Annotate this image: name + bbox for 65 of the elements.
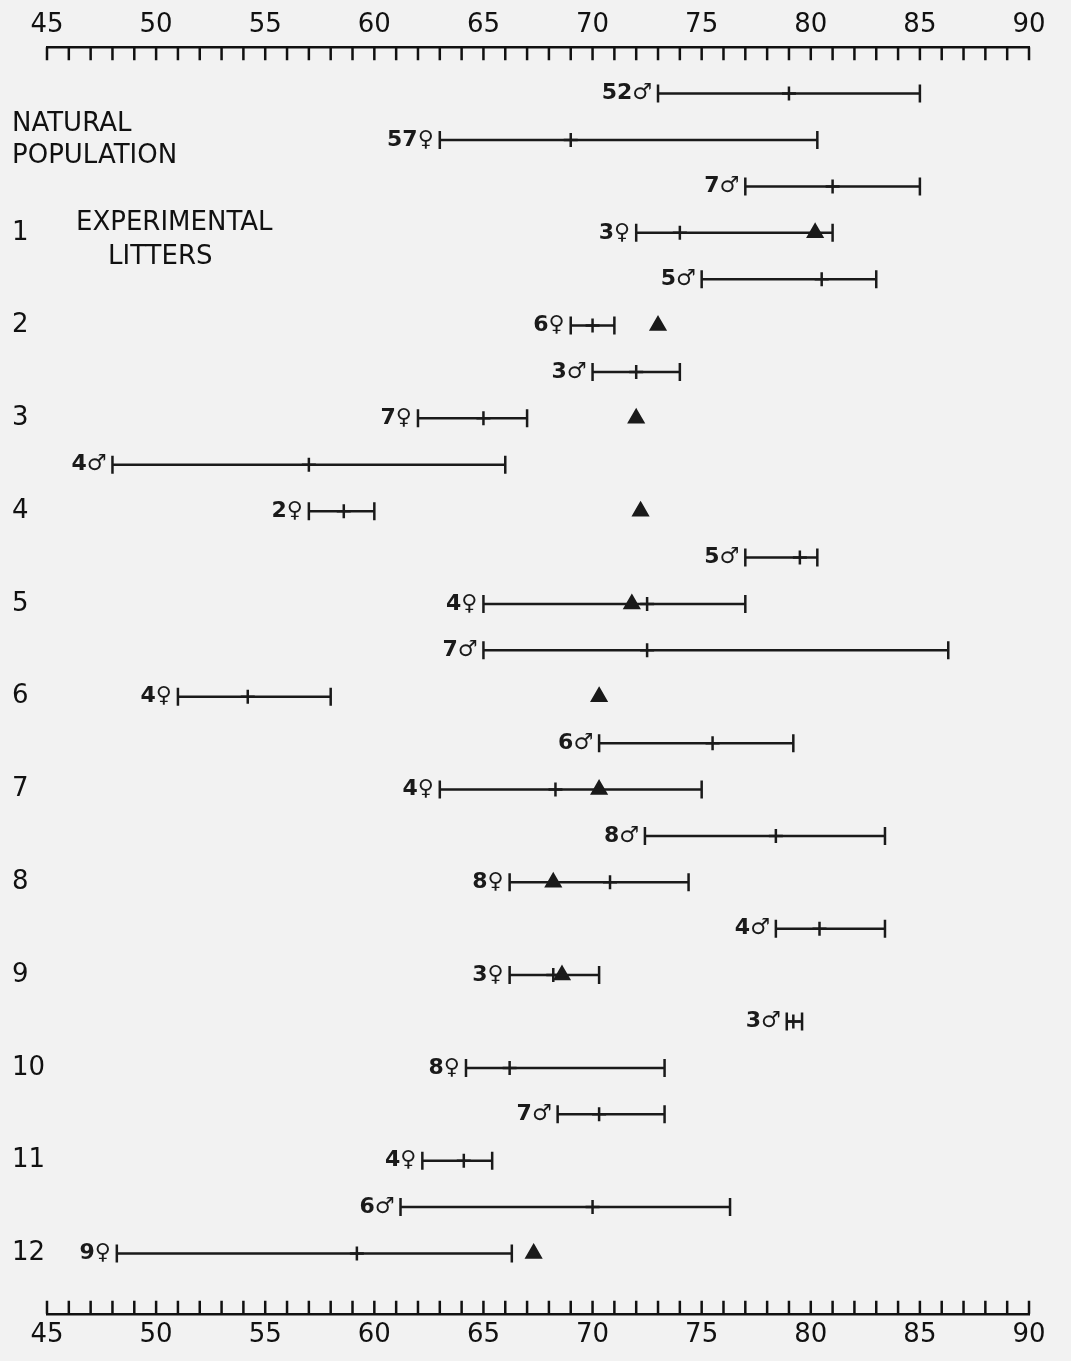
- annotation: 8♀: [428, 1053, 460, 1079]
- x2-tick-label: 55: [248, 1318, 282, 1349]
- annotation: 4♂: [734, 914, 770, 940]
- y-tick-label: 1: [12, 215, 29, 246]
- annotation: 4♀: [384, 1146, 417, 1172]
- point: [590, 687, 608, 702]
- x-tick-label: 70: [576, 8, 610, 39]
- annotation: 8♂: [603, 821, 639, 847]
- x-tick-label: 55: [248, 8, 282, 39]
- annotation: 4♀: [402, 775, 434, 801]
- y-tick-label: 6: [12, 679, 29, 710]
- x2-tick-label: 85: [903, 1318, 937, 1349]
- annotation: 4♂: [71, 450, 107, 476]
- annotation: 5♂: [704, 543, 740, 569]
- annotation: 7♂: [516, 1100, 552, 1126]
- x2-tick-label: 45: [30, 1318, 64, 1349]
- annotation: 7♂: [704, 172, 740, 198]
- y-tick-label: 12: [12, 1236, 46, 1267]
- annotation: 7♀: [380, 404, 412, 430]
- y-tick-label: 7: [12, 772, 29, 803]
- y-tick-label: 9: [12, 957, 29, 988]
- y-tick-label: 11: [12, 1143, 46, 1174]
- annotation: 4♀: [446, 589, 478, 615]
- annotation: 7♂: [442, 636, 478, 662]
- annotation: 3♀: [472, 960, 504, 986]
- annotation: 9♀: [79, 1239, 111, 1265]
- x2-tick-label: 70: [576, 1318, 610, 1349]
- x2-tick-label: 90: [1012, 1318, 1046, 1349]
- x-tick-label: 60: [357, 8, 391, 39]
- x2-tick-label: 80: [794, 1318, 828, 1349]
- y-tick-label: 3: [12, 401, 29, 432]
- annotation: 3♂: [745, 1007, 781, 1033]
- x-tick-label: 85: [903, 8, 937, 39]
- annotation: 5♂: [660, 264, 696, 290]
- x-tick-label: 75: [685, 8, 719, 39]
- annotation: 3♀: [598, 218, 631, 244]
- x2-tick-label: 60: [357, 1318, 391, 1349]
- annotation: 52♂: [601, 79, 653, 105]
- annotation: 6♂: [359, 1192, 395, 1218]
- annotation: 4♀: [140, 682, 172, 708]
- annotation: 6♂: [558, 728, 594, 754]
- y-tick-label: 5: [12, 586, 29, 617]
- y-tick-label: 8: [12, 865, 29, 896]
- annotation: 6♀: [533, 311, 565, 337]
- y-tick-label: 10: [12, 1050, 46, 1081]
- point: [632, 501, 649, 517]
- x-tick-label: 65: [466, 8, 500, 39]
- point: [649, 316, 667, 331]
- annotation: 2♀: [271, 496, 303, 522]
- x-tick-label: 50: [139, 8, 173, 39]
- x-tick-label: 90: [1012, 8, 1046, 39]
- x-tick-label: 45: [30, 8, 64, 39]
- x2-tick-label: 75: [685, 1318, 719, 1349]
- x2-tick-label: 65: [466, 1318, 500, 1349]
- annotation: 57♀: [387, 125, 434, 151]
- y-tick-label: 4: [12, 493, 29, 524]
- x-tick-label: 80: [794, 8, 828, 39]
- annotation: 8♀: [472, 868, 504, 894]
- annotation: 3♂: [551, 357, 587, 383]
- point: [628, 409, 645, 424]
- point: [525, 1244, 542, 1259]
- y-tick-label: 2: [12, 308, 29, 339]
- y-tick-label: NATURAL POPULATION: [12, 106, 178, 169]
- annotation: EXPERIMENTAL LITTERS: [76, 205, 274, 270]
- x2-tick-label: 50: [139, 1318, 173, 1349]
